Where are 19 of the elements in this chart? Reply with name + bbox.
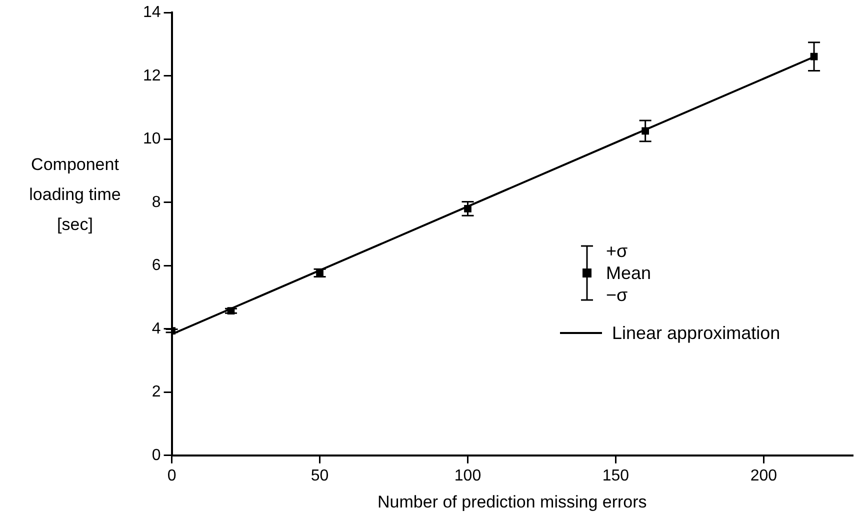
annotation: +σ (606, 240, 629, 262)
legend-label: Linear approximation (612, 322, 780, 344)
legend-label: Mean (606, 262, 652, 284)
y-tick-label: 6 (152, 257, 161, 274)
y-tick-label: 8 (152, 194, 161, 211)
x-tick-label: 200 (750, 467, 778, 484)
x-tick-label: 0 (167, 467, 176, 484)
y-tick-label: 10 (143, 130, 161, 148)
x-tick-label: 150 (602, 467, 630, 484)
x-tick-label: 100 (454, 467, 482, 484)
annotation: −σ (606, 284, 629, 306)
x-tick-label: 50 (310, 467, 329, 484)
y-tick-label: 12 (143, 67, 161, 84)
x-axis-title: Number of prediction missing errors (378, 492, 647, 512)
y-tick-label: 4 (152, 320, 161, 338)
y-tick-label: 2 (152, 384, 161, 401)
y-tick-label: 14 (143, 4, 161, 22)
y-axis-title: Component loading time [sec] (28, 154, 122, 236)
y-tick-label: 0 (152, 446, 161, 464)
